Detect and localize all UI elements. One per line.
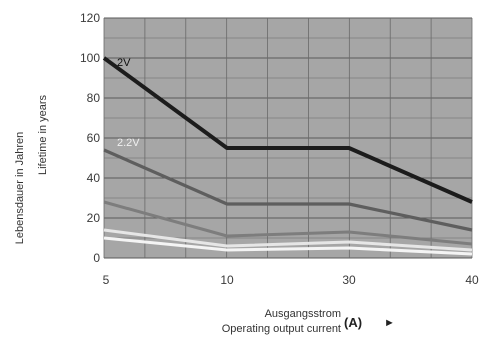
series-labels: 2V 2.2V — [117, 57, 140, 149]
x-axis-label-german: Ausgangsstrom — [265, 308, 341, 320]
x-axis-unit: (A) — [344, 315, 362, 330]
y-axis-label-german: Lebensdauer in Jahren — [14, 132, 26, 245]
x-tick-label: 30 — [342, 273, 356, 287]
y-tick-label: 60 — [87, 131, 101, 145]
series-lines — [102, 56, 473, 256]
y-axis-ticks: 0 20 40 60 80 100 120 — [80, 11, 100, 265]
series-label: 2V — [117, 57, 131, 69]
y-tick-label: 40 — [87, 171, 101, 185]
y-axis-label-english: Lifetime in years — [37, 94, 49, 175]
y-tick-label: 120 — [80, 11, 100, 25]
x-axis-ticks: 5 10 30 40 — [103, 273, 479, 287]
x-tick-label: 40 — [465, 273, 479, 287]
x-tick-label: 10 — [220, 273, 234, 287]
series-line — [102, 56, 473, 204]
series-line — [103, 148, 473, 232]
series-line — [103, 228, 473, 252]
y-tick-label: 20 — [87, 211, 101, 225]
series-label: 2.2V — [117, 137, 140, 149]
x-axis-label-english: Operating output current — [222, 323, 341, 335]
series-line — [103, 200, 473, 246]
y-tick-label: 100 — [80, 51, 100, 65]
x-axis-arrow-icon: ► — [384, 317, 395, 329]
y-tick-label: 80 — [87, 91, 101, 105]
series-line — [103, 236, 473, 256]
y-tick-label: 0 — [93, 251, 100, 265]
x-tick-label: 5 — [103, 273, 110, 287]
